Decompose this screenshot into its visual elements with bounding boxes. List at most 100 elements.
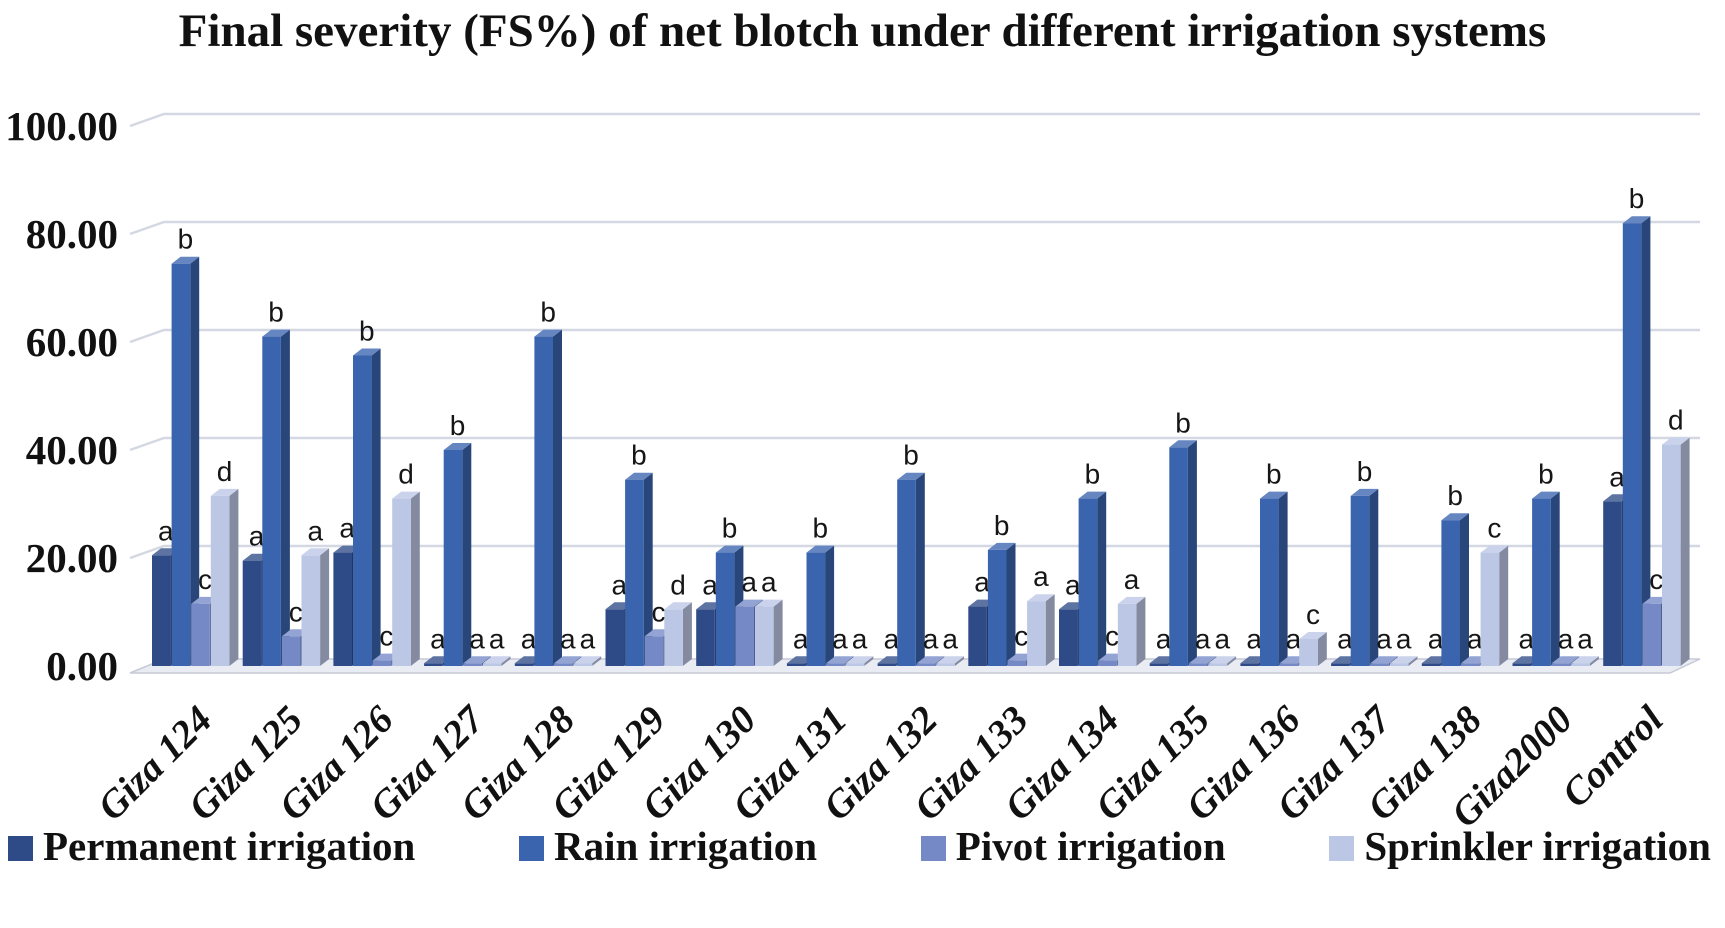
significance-letter: a <box>339 513 355 544</box>
significance-letter: b <box>540 297 556 328</box>
bar: a <box>1571 623 1599 666</box>
bar: c <box>1480 513 1509 666</box>
y-axis-tick-label: 20.00 <box>26 535 118 581</box>
y-axis-tick-label: 0.00 <box>46 643 118 689</box>
significance-letter: b <box>359 316 375 347</box>
legend-item-sprinkler-irrigation: Sprinkler irrigation <box>1329 822 1711 870</box>
bar: b <box>262 297 290 666</box>
y-axis-tick-label: 60.00 <box>26 319 118 365</box>
significance-letter: c <box>379 621 393 652</box>
chart-title: Final severity (FS%) of net blotch under… <box>178 5 1547 57</box>
bar: a <box>573 623 602 666</box>
significance-letter: a <box>1065 569 1081 600</box>
significance-letter: d <box>398 459 414 490</box>
bar: b <box>1441 480 1469 666</box>
significance-letter: c <box>1306 599 1320 630</box>
bar: b <box>1078 459 1107 666</box>
bar: b <box>443 410 472 666</box>
significance-letter: a <box>1428 623 1444 654</box>
significance-letter: a <box>974 567 990 598</box>
bar: a <box>1389 623 1418 666</box>
legend-item-pivot-irrigation: Pivot irrigation <box>920 822 1226 870</box>
significance-letter: b <box>1447 480 1463 511</box>
significance-letter: a <box>1558 623 1574 654</box>
significance-letter: a <box>1519 623 1535 654</box>
y-axis-tick-label: 40.00 <box>26 427 118 473</box>
significance-letter: a <box>1396 623 1412 654</box>
significance-letter: a <box>1033 561 1049 592</box>
significance-letter: a <box>521 623 537 654</box>
bar: a <box>755 567 783 666</box>
significance-letter: a <box>793 623 809 654</box>
bar: d <box>664 569 692 666</box>
significance-letter: b <box>994 510 1010 541</box>
significance-letter: c <box>289 596 303 627</box>
significance-letter: a <box>761 567 777 598</box>
legend-swatch-sprinkler <box>1329 835 1355 861</box>
bar: b <box>987 510 1016 666</box>
significance-letter: b <box>813 513 829 544</box>
bar: b <box>625 440 653 666</box>
significance-letter: b <box>903 440 919 471</box>
significance-letter: b <box>631 440 647 471</box>
significance-letter: a <box>741 567 757 598</box>
y-axis-tick-label: 80.00 <box>26 211 118 257</box>
significance-letter: a <box>1577 623 1593 654</box>
significance-letter: a <box>469 623 485 654</box>
legend-label-sprinkler: Sprinkler irrigation <box>1364 823 1711 869</box>
significance-letter: b <box>268 297 284 328</box>
bar: a <box>1370 623 1398 666</box>
significance-letter: b <box>1266 459 1282 490</box>
bar: b <box>1169 407 1197 666</box>
significance-letter: a <box>612 569 628 600</box>
bar: b <box>534 297 562 666</box>
significance-letter: b <box>178 224 194 255</box>
significance-letter: a <box>580 623 596 654</box>
significance-letter: b <box>450 410 466 441</box>
significance-letter: b <box>1085 459 1101 490</box>
significance-letter: b <box>1629 183 1645 214</box>
significance-letter: c <box>652 596 666 627</box>
significance-letter: c <box>1105 621 1119 652</box>
significance-letter: a <box>832 623 848 654</box>
bar: c <box>1299 599 1327 666</box>
significance-letter: c <box>1487 513 1501 544</box>
x-axis-tick-label: Control <box>1554 698 1672 816</box>
significance-letter: b <box>722 513 738 544</box>
bar: b <box>1532 459 1560 666</box>
significance-letter: a <box>1337 623 1353 654</box>
bar: a <box>845 623 874 666</box>
significance-letter: a <box>1286 623 1302 654</box>
significance-letter: a <box>249 521 265 552</box>
legend-label-permanent: Permanent irrigation <box>43 823 416 869</box>
legend-label-rain: Rain irrigation <box>554 823 818 869</box>
bar: a <box>1551 623 1580 666</box>
bar: b <box>1350 456 1379 666</box>
significance-letter: a <box>158 515 174 546</box>
significance-letter: d <box>217 456 233 487</box>
bar: a <box>1188 623 1217 666</box>
bar: b <box>1622 183 1651 666</box>
legend-swatch-rain <box>519 835 545 861</box>
significance-letter: a <box>1376 623 1392 654</box>
bar: a <box>1117 564 1146 666</box>
significance-letter: a <box>1195 623 1211 654</box>
bar: d <box>1662 405 1690 666</box>
significance-letter: a <box>308 515 324 546</box>
significance-letter: c <box>1649 564 1663 595</box>
significance-letter: a <box>1124 564 1140 595</box>
significance-letter: a <box>942 623 958 654</box>
legend-swatch-pivot <box>920 835 946 861</box>
bar: a <box>936 623 964 666</box>
legend-item-permanent-irrigation: Permanent irrigation <box>8 822 415 870</box>
significance-letter: c <box>198 564 212 595</box>
bar: a <box>554 623 582 666</box>
significance-letter: d <box>670 569 686 600</box>
significance-letter: a <box>1609 461 1625 492</box>
significance-letter: a <box>702 569 718 600</box>
bar: b <box>353 316 381 666</box>
bar: a <box>463 623 491 666</box>
significance-letter: a <box>1246 623 1262 654</box>
bar: d <box>392 459 420 666</box>
